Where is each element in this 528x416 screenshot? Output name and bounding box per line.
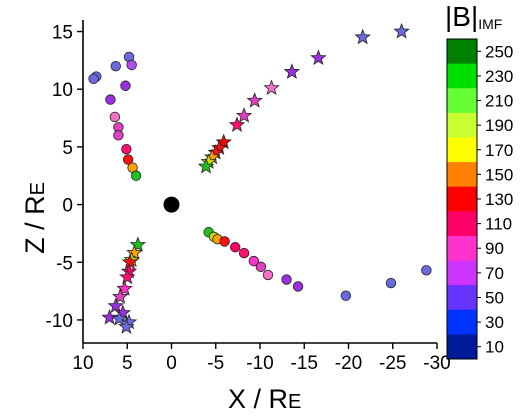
x-tick-label: -10 [246,353,273,374]
circle-point [385,277,397,289]
circle-point [262,269,274,281]
x-tick-label: 0 [166,353,177,374]
star-point [126,244,143,260]
x-tick-label: -25 [379,353,406,374]
colorbar-label: 110 [485,215,512,234]
colorbar-label: 250 [485,42,513,61]
data-points [88,22,432,334]
colorbar-segment [447,309,477,335]
colorbar-label: 30 [485,313,504,332]
star-point [354,28,371,45]
circle-point [122,154,134,165]
circle-point [230,242,241,253]
colorbar-segment [447,88,477,114]
colorbar-label: 50 [485,288,504,307]
colorbar-label: 70 [485,264,504,283]
y-tick-label: 5 [62,138,73,159]
circle-point [110,60,121,72]
x-tick-label: -20 [335,353,362,374]
x-tick-label: -15 [291,353,318,374]
circle-point [421,265,432,276]
colorbar-segment [447,334,477,360]
star-point [246,92,263,108]
star-point [111,288,129,304]
colorbar-segment [447,260,477,286]
x-axis-label: X / RE [228,384,301,414]
colorbar-label: 130 [485,190,513,209]
y-tick-label: -10 [46,311,73,332]
y-tick-label: 0 [62,196,73,217]
colorbar-segment [447,137,477,163]
circle-point [292,281,304,292]
y-tick-label: -5 [56,253,73,274]
earth-marker [163,196,180,213]
star-point [310,49,327,66]
x-tick-label: 10 [72,353,93,374]
circle-point [238,247,250,259]
circle-point [120,80,131,91]
colorbar-title: |B|IMF [445,1,502,32]
circle-point [255,261,267,273]
circle-point [121,143,132,155]
circle-point [126,59,137,71]
circle-point [113,130,124,141]
circle-point [130,170,142,181]
circle-point [105,94,116,105]
colorbar-label: 90 [485,239,504,258]
plot-frame [83,20,437,343]
y-tick-label: 15 [52,23,73,44]
axis-ticks: 10 5 0 -5 -10 -15 -20 -25 -30 15 10 5 0 -5 -10 [46,23,451,374]
colorbar-segment [447,285,477,311]
circle-point [219,236,230,247]
colorbar-segment [447,162,477,188]
star-point [119,268,136,285]
circle-point [248,255,260,267]
colorbar-segment [447,211,477,237]
colorbar-segment [447,63,477,89]
star-point [129,236,147,252]
x-tick-label: -30 [423,353,450,374]
x-tick-label: 5 [122,353,133,374]
svg-text:Z / RE: Z / RE [20,182,50,254]
circle-point [281,274,292,285]
circle-point [88,73,99,85]
star-point [118,318,135,334]
star-point [393,22,410,39]
star-point [235,107,253,123]
colorbar-label: 210 [485,92,513,111]
colorbar: 250 230 210 190 170 150 130 110 90 70 50 30 10 [446,38,513,360]
colorbar-segment [447,112,477,138]
star-point [228,116,246,132]
plot-area [82,20,437,344]
star-point [111,310,128,326]
circle-point [340,290,352,301]
colorbar-label: 170 [485,141,513,160]
colorbar-segment [447,235,477,262]
colorbar-label: 10 [485,338,504,357]
y-axis-label: Z / RE [20,182,50,254]
colorbar-label: 150 [485,165,513,184]
star-point [283,63,301,79]
x-tick-label: -5 [207,353,224,374]
star-point [197,157,215,174]
y-tick-label: 10 [52,80,73,101]
star-point [116,280,133,296]
colorbar-label: 190 [485,116,513,135]
star-point [101,309,118,325]
colorbar-label: 230 [485,67,513,86]
colorbar-segment [447,39,477,65]
colorbar-segment [447,186,477,212]
circle-point [109,111,121,123]
star-point [263,79,280,96]
star-point [107,297,124,314]
